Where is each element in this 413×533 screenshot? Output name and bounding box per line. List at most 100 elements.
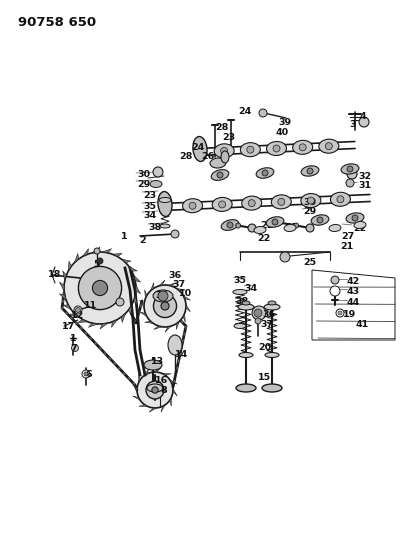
Text: 34: 34 — [243, 284, 256, 293]
Text: 37: 37 — [171, 280, 185, 289]
Text: 36: 36 — [261, 310, 275, 319]
Polygon shape — [121, 313, 126, 322]
Circle shape — [345, 179, 353, 187]
Text: 29: 29 — [137, 180, 150, 189]
Circle shape — [259, 109, 266, 117]
Text: 27: 27 — [340, 232, 354, 241]
Ellipse shape — [330, 192, 349, 206]
Polygon shape — [165, 326, 171, 332]
Polygon shape — [62, 305, 71, 310]
Text: 14: 14 — [175, 350, 188, 359]
Ellipse shape — [353, 222, 365, 229]
Circle shape — [248, 200, 254, 207]
Circle shape — [329, 286, 339, 296]
Circle shape — [299, 144, 306, 151]
Ellipse shape — [266, 217, 283, 227]
Ellipse shape — [240, 143, 260, 157]
Text: 28: 28 — [214, 123, 228, 132]
Text: 38: 38 — [147, 223, 161, 232]
Circle shape — [254, 309, 261, 317]
Circle shape — [335, 309, 343, 317]
Circle shape — [336, 196, 343, 203]
Circle shape — [92, 280, 107, 296]
Text: 20: 20 — [257, 343, 271, 352]
Polygon shape — [153, 368, 161, 372]
Circle shape — [144, 285, 185, 327]
Circle shape — [82, 370, 90, 378]
Text: 37: 37 — [259, 320, 273, 329]
Polygon shape — [176, 321, 179, 329]
Polygon shape — [102, 249, 111, 253]
Circle shape — [346, 169, 356, 179]
Circle shape — [78, 266, 121, 310]
Text: 22: 22 — [352, 224, 366, 233]
Ellipse shape — [238, 352, 252, 358]
Polygon shape — [82, 249, 88, 256]
Ellipse shape — [147, 384, 163, 392]
Polygon shape — [158, 280, 165, 286]
Text: 22: 22 — [256, 234, 270, 243]
Circle shape — [218, 201, 225, 208]
Text: 28: 28 — [178, 152, 192, 161]
Polygon shape — [144, 321, 153, 324]
Ellipse shape — [292, 140, 312, 155]
Text: 40: 40 — [275, 128, 288, 137]
Ellipse shape — [182, 199, 202, 213]
Polygon shape — [138, 405, 147, 406]
Text: 12: 12 — [71, 311, 84, 320]
Circle shape — [346, 166, 352, 172]
Circle shape — [152, 387, 158, 393]
Ellipse shape — [256, 168, 273, 178]
Circle shape — [94, 248, 100, 254]
Circle shape — [246, 146, 253, 153]
Ellipse shape — [263, 304, 279, 310]
Circle shape — [171, 230, 178, 238]
Ellipse shape — [233, 289, 247, 295]
Polygon shape — [135, 285, 140, 294]
Circle shape — [351, 215, 357, 221]
Text: 10: 10 — [178, 289, 192, 298]
Ellipse shape — [300, 166, 318, 176]
Circle shape — [293, 223, 298, 228]
Text: 34: 34 — [142, 211, 156, 220]
Text: 43: 43 — [346, 287, 359, 296]
Polygon shape — [153, 326, 161, 329]
Circle shape — [305, 224, 313, 232]
Circle shape — [330, 276, 338, 284]
Text: 23: 23 — [221, 133, 235, 142]
Circle shape — [153, 167, 163, 177]
Text: 21: 21 — [259, 221, 273, 230]
Text: 35: 35 — [142, 202, 156, 211]
Ellipse shape — [211, 169, 228, 180]
Text: 16: 16 — [154, 376, 168, 385]
Text: 36: 36 — [168, 271, 181, 280]
Ellipse shape — [271, 195, 291, 209]
Circle shape — [358, 117, 368, 127]
Ellipse shape — [144, 360, 161, 370]
Polygon shape — [183, 313, 185, 322]
Text: 18: 18 — [48, 270, 61, 279]
Ellipse shape — [300, 193, 320, 207]
Polygon shape — [133, 384, 137, 391]
Text: 5: 5 — [93, 260, 99, 269]
Ellipse shape — [345, 213, 363, 223]
Polygon shape — [112, 254, 122, 256]
Polygon shape — [176, 288, 185, 290]
Ellipse shape — [235, 384, 255, 392]
Circle shape — [220, 147, 227, 155]
Ellipse shape — [328, 224, 340, 231]
Polygon shape — [149, 408, 156, 412]
Polygon shape — [173, 389, 177, 396]
Polygon shape — [133, 275, 140, 282]
Polygon shape — [168, 282, 176, 286]
Circle shape — [84, 372, 88, 376]
Circle shape — [97, 258, 103, 264]
Polygon shape — [144, 290, 147, 298]
Polygon shape — [150, 282, 153, 290]
Polygon shape — [111, 319, 117, 327]
Polygon shape — [139, 300, 144, 308]
Circle shape — [306, 197, 313, 204]
Polygon shape — [133, 396, 140, 400]
Circle shape — [216, 172, 223, 178]
Text: 8: 8 — [159, 386, 166, 395]
